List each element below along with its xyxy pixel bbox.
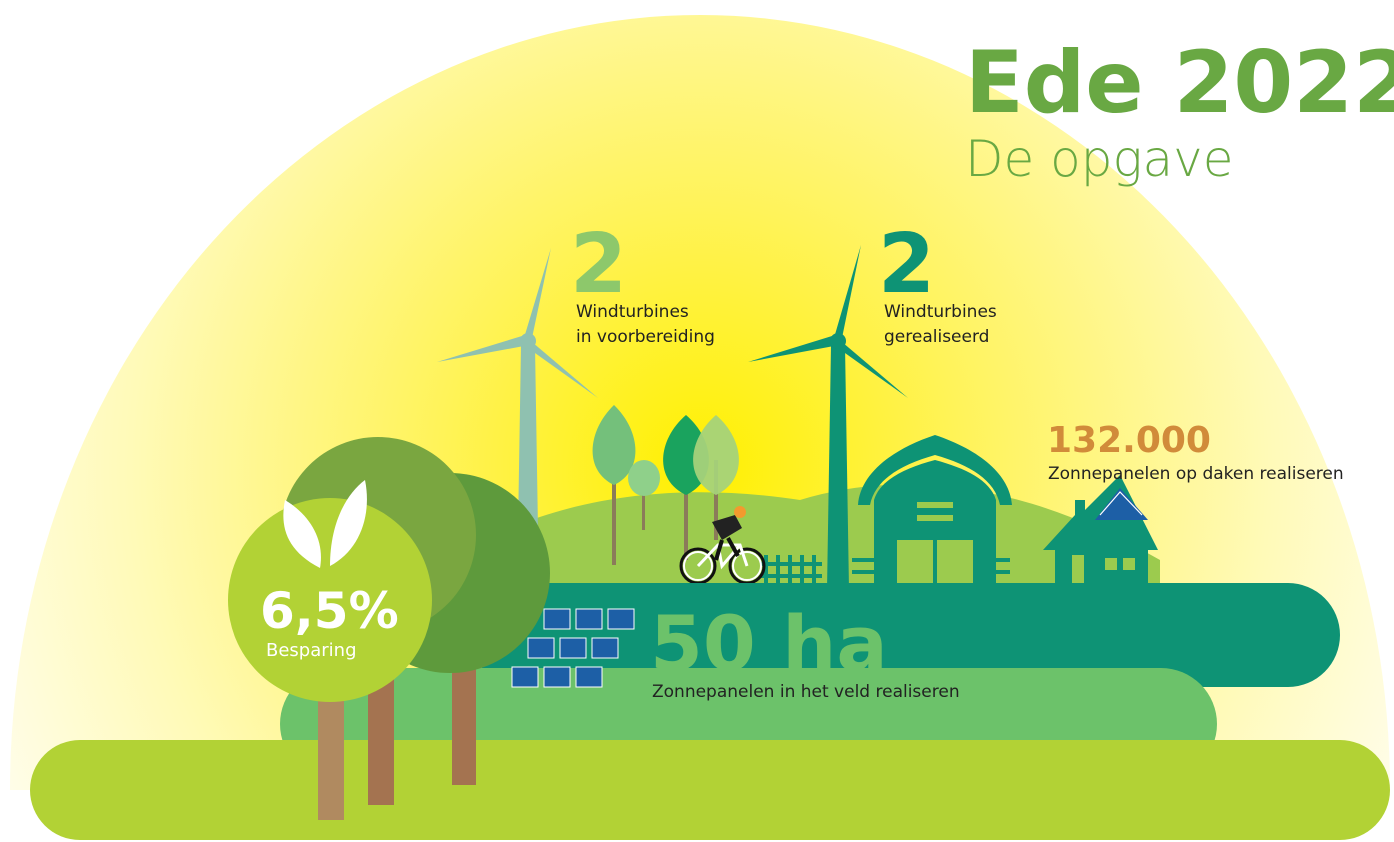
- house-part: [1123, 558, 1135, 570]
- fence-part: [788, 555, 792, 585]
- title: Ede 2022 De opgave: [965, 33, 1394, 188]
- stat-label: Zonnepanelen op daken realiseren: [1048, 464, 1344, 484]
- back-trees-part: [628, 460, 660, 496]
- wind-turbine-planned-part: [518, 345, 538, 530]
- stat-number: 2: [570, 217, 627, 312]
- fence-part: [812, 555, 816, 585]
- stat-label: Zonnepanelen in het veld realiseren: [652, 682, 960, 702]
- fence-part: [776, 555, 780, 585]
- solar-field-part: [576, 667, 602, 687]
- barn-part: [933, 540, 937, 590]
- solar-field-part: [560, 638, 586, 658]
- title-sub: De opgave: [965, 130, 1233, 188]
- barn-part: [917, 502, 953, 508]
- solar-field-part: [544, 609, 570, 629]
- fence-part: [852, 558, 876, 562]
- stat-number: 6,5%: [260, 582, 399, 640]
- stat-label: gerealiseerd: [884, 327, 989, 347]
- foreground-trees-part: [318, 690, 344, 820]
- lime-band: [30, 740, 1390, 840]
- infographic: Ede 2022 De opgave 2 Windturbines in voo…: [0, 0, 1394, 842]
- stat-number: 132.000: [1047, 420, 1211, 461]
- solar-field-part: [592, 638, 618, 658]
- stat-label: Besparing: [266, 640, 357, 661]
- solar-field-part: [608, 609, 634, 629]
- page: {"title": {"main": "Ede 2022", "sub": "D…: [0, 0, 1394, 842]
- lime-band-part: [30, 740, 1390, 840]
- stat-label: Windturbines: [576, 302, 689, 322]
- house-part: [1105, 558, 1117, 570]
- solar-field-part: [576, 609, 602, 629]
- solar-field-part: [528, 638, 554, 658]
- stat-label: Windturbines: [884, 302, 997, 322]
- cyclist-part: [734, 506, 746, 518]
- solar-field-part: [512, 667, 538, 687]
- fence-part: [800, 555, 804, 585]
- stat-label: in voorbereiding: [576, 327, 715, 347]
- title-main: Ede 2022: [965, 33, 1394, 133]
- solar-field-part: [544, 667, 570, 687]
- wind-turbine-planned-part: [520, 333, 536, 349]
- fence-part: [852, 570, 876, 574]
- barn-part: [917, 515, 953, 521]
- wind-turbine-built-part: [830, 333, 846, 349]
- stat-number: 50 ha: [650, 599, 888, 688]
- stat-number: 2: [878, 217, 935, 312]
